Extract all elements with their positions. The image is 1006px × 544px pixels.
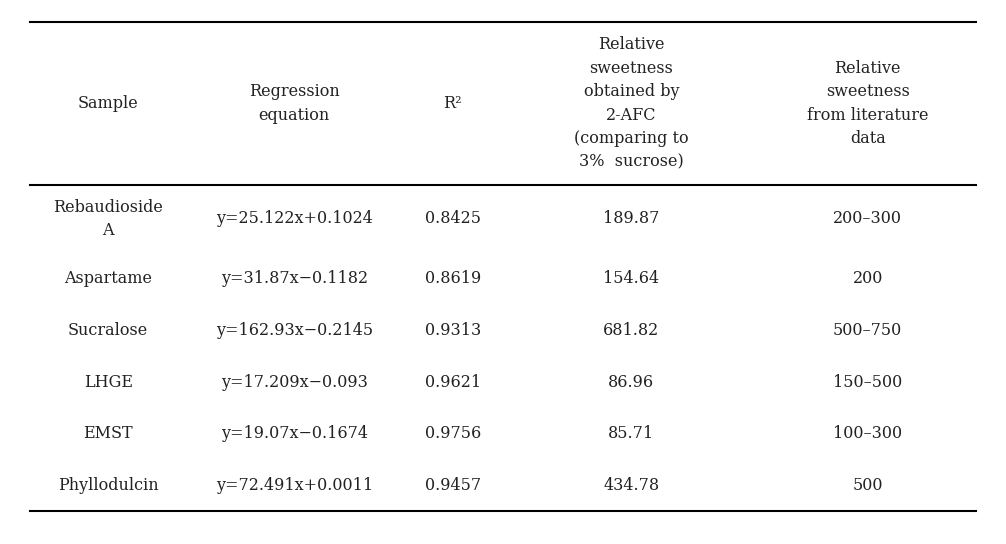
Text: Phyllodulcin: Phyllodulcin [57, 477, 159, 494]
Text: Aspartame: Aspartame [64, 270, 152, 287]
Text: 154.64: 154.64 [604, 270, 659, 287]
Text: 0.8619: 0.8619 [425, 270, 481, 287]
Text: y=17.209x−0.093: y=17.209x−0.093 [221, 374, 367, 391]
Text: Regression
equation: Regression equation [248, 83, 340, 123]
Text: 0.9457: 0.9457 [425, 477, 481, 494]
Text: Relative
sweetness
obtained by
2-AFC
(comparing to
3%  sucrose): Relative sweetness obtained by 2-AFC (co… [574, 36, 688, 171]
Text: 200: 200 [852, 270, 883, 287]
Text: 150–500: 150–500 [833, 374, 902, 391]
Text: y=31.87x−0.1182: y=31.87x−0.1182 [220, 270, 368, 287]
Text: 189.87: 189.87 [603, 211, 660, 227]
Text: 85.71: 85.71 [609, 425, 654, 442]
Text: y=19.07x−0.1674: y=19.07x−0.1674 [220, 425, 368, 442]
Text: 681.82: 681.82 [604, 322, 659, 339]
Text: y=25.122x+0.1024: y=25.122x+0.1024 [216, 211, 372, 227]
Text: 86.96: 86.96 [609, 374, 654, 391]
Text: 434.78: 434.78 [604, 477, 659, 494]
Text: 0.8425: 0.8425 [425, 211, 481, 227]
Text: Relative
sweetness
from literature
data: Relative sweetness from literature data [807, 60, 929, 147]
Text: 0.9621: 0.9621 [425, 374, 481, 391]
Text: 200–300: 200–300 [833, 211, 902, 227]
Text: 500: 500 [852, 477, 883, 494]
Text: 0.9313: 0.9313 [425, 322, 481, 339]
Text: EMST: EMST [83, 425, 133, 442]
Text: Sucralose: Sucralose [68, 322, 148, 339]
Text: 100–300: 100–300 [833, 425, 902, 442]
Text: y=72.491x+0.0011: y=72.491x+0.0011 [215, 477, 373, 494]
Text: y=162.93x−0.2145: y=162.93x−0.2145 [215, 322, 373, 339]
Text: 0.9756: 0.9756 [425, 425, 481, 442]
Text: LHGE: LHGE [83, 374, 133, 391]
Text: Rebaudioside
A: Rebaudioside A [53, 199, 163, 239]
Text: Sample: Sample [77, 95, 139, 112]
Text: 500–750: 500–750 [833, 322, 902, 339]
Text: R²: R² [444, 95, 462, 112]
